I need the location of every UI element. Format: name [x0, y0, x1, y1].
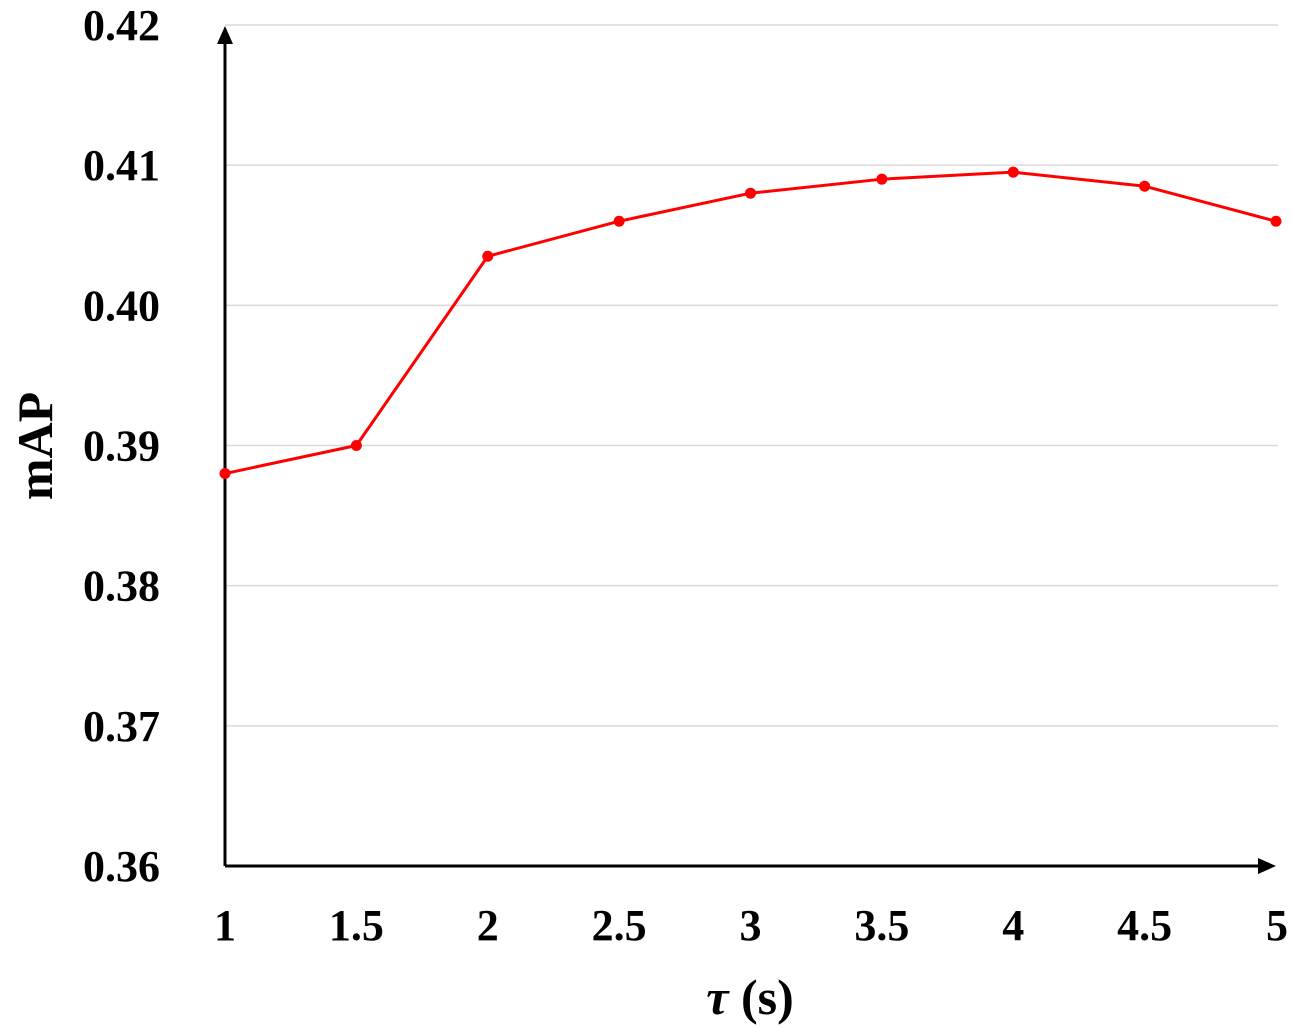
- y-tick-label: 0.39: [83, 422, 160, 471]
- y-tick-label: 0.36: [83, 842, 160, 891]
- y-tick-labels: 0.36 0.37 0.38 0.39 0.40 0.41 0.42: [83, 1, 160, 891]
- gridlines: [225, 24, 1278, 727]
- x-tick-label: 3: [740, 901, 762, 950]
- data-point: [613, 215, 625, 227]
- axes: [217, 26, 1276, 874]
- x-tick-label: 1.5: [329, 901, 384, 950]
- x-tick-label: 5: [1266, 901, 1288, 950]
- y-tick-label: 0.41: [83, 141, 160, 190]
- x-tick-label: 2.5: [592, 901, 647, 950]
- data-point: [1007, 166, 1019, 178]
- x-tick-label: 4: [1002, 901, 1024, 950]
- x-axis-title: τ (s): [706, 969, 793, 1025]
- y-tick-label: 0.37: [83, 702, 160, 751]
- y-axis-arrow: [217, 26, 233, 44]
- data-point: [745, 187, 756, 199]
- x-tick-label: 1: [214, 901, 236, 950]
- data-point: [1270, 215, 1282, 227]
- y-tick-label: 0.38: [83, 562, 160, 611]
- data-point: [350, 440, 362, 451]
- x-axis-arrow: [1258, 858, 1276, 874]
- series-layer: [219, 166, 1282, 480]
- x-tick-labels: 1 1.5 2 2.5 3 3.5 4 4.5 5: [214, 901, 1288, 950]
- y-tick-label: 0.40: [83, 281, 160, 330]
- data-point: [876, 173, 888, 185]
- x-tick-label: 2: [477, 901, 499, 950]
- data-point: [1139, 180, 1151, 192]
- data-point: [219, 468, 231, 480]
- x-tick-label: 4.5: [1117, 901, 1172, 950]
- y-tick-label: 0.42: [83, 1, 160, 50]
- data-point: [482, 250, 494, 262]
- y-axis-title: mAP: [7, 392, 63, 500]
- series-line: [224, 170, 1277, 476]
- x-tick-label: 3.5: [854, 901, 909, 950]
